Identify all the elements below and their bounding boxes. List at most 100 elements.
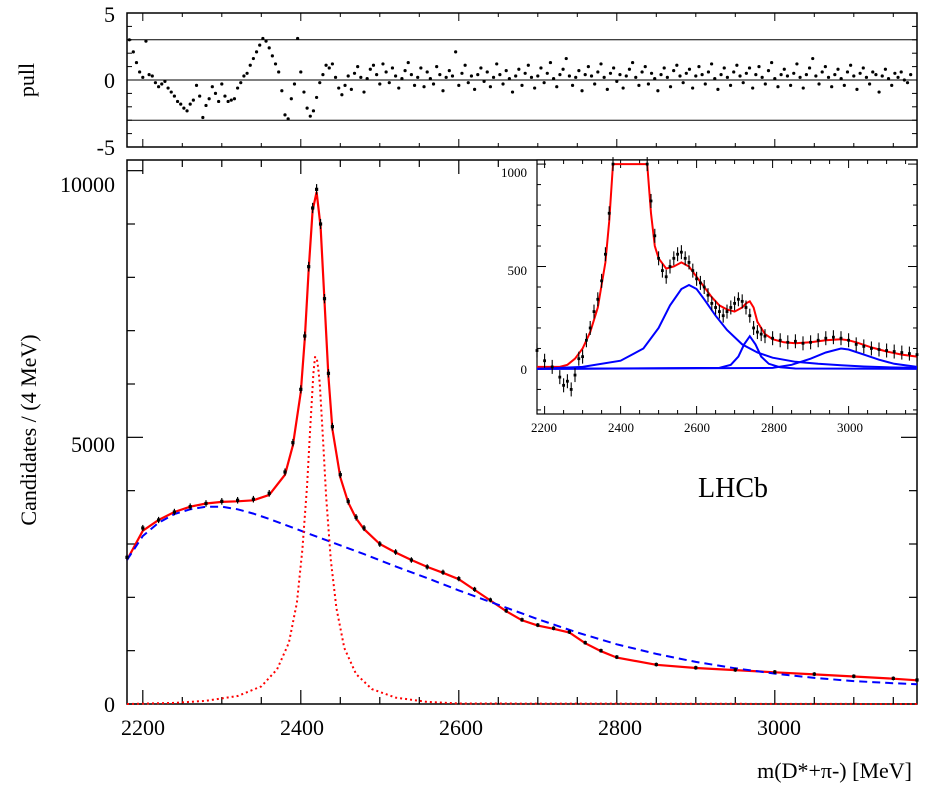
main-point-23 [354, 515, 358, 519]
main-data-points [125, 184, 919, 682]
pull-reference-lines [127, 39, 917, 121]
pull-point-71 [352, 71, 357, 75]
main-point-38 [583, 641, 587, 645]
inset-ytick-1000: 1000 [501, 165, 527, 180]
pull-point-51 [289, 97, 293, 101]
pull-point-203 [770, 60, 774, 65]
pull-point-26 [210, 85, 214, 89]
pull-point-16 [179, 102, 183, 106]
inset-point-41 [733, 301, 736, 305]
pull-point-151 [605, 87, 609, 91]
pull-point-240 [886, 77, 891, 81]
pull-point-215 [807, 66, 812, 70]
main-xtick-2600: 2600 [439, 715, 483, 740]
pull-point-188 [722, 66, 726, 70]
pull-point-121 [510, 90, 515, 94]
pull-point-207 [782, 67, 786, 71]
pull-point-34 [236, 86, 240, 90]
main-point-4 [188, 505, 192, 509]
pull-point-175 [681, 81, 685, 85]
pull-point-139 [567, 74, 572, 78]
pull-point-103 [454, 50, 458, 54]
inset-point-51 [778, 338, 782, 342]
pull-point-166 [653, 77, 657, 81]
inset-point-59 [839, 336, 843, 340]
pull-point-116 [495, 62, 499, 66]
pull-point-179 [694, 74, 698, 78]
pull-point-183 [706, 70, 711, 74]
main-point-21 [338, 473, 342, 477]
pull-point-96 [431, 82, 436, 86]
main-point-3 [172, 510, 176, 514]
pull-point-80 [381, 62, 385, 66]
pull-point-97 [435, 65, 439, 69]
pull-point-55 [302, 90, 306, 94]
inset-data-points [535, 157, 919, 397]
pull-point-204 [773, 77, 777, 81]
pull-point-89 [409, 73, 413, 77]
pull-point-158 [627, 67, 632, 71]
inset-xtick-3000: 3000 [837, 420, 863, 435]
pull-point-134 [552, 77, 556, 81]
pull-point-100 [444, 75, 448, 79]
main-point-13 [303, 334, 307, 338]
pull-point-53 [296, 36, 300, 41]
inset-point-16 [607, 211, 611, 215]
pull-point-99 [441, 89, 445, 93]
pull-point-52 [292, 82, 297, 86]
pull-point-137 [561, 67, 565, 71]
pull-point-20 [191, 98, 195, 102]
pull-point-208 [785, 74, 790, 78]
main-point-19 [326, 371, 331, 375]
pull-point-21 [194, 83, 199, 87]
main-point-28 [425, 565, 429, 569]
pull-point-79 [378, 82, 382, 86]
inset-point-25 [672, 256, 676, 260]
pull-point-161 [637, 83, 641, 87]
pull-point-119 [504, 69, 508, 73]
pull-point-107 [466, 81, 470, 85]
main-point-33 [504, 609, 508, 613]
pull-point-30 [223, 94, 227, 98]
inset-point-34 [706, 293, 710, 297]
pull-point-27 [213, 91, 218, 95]
pull-point-163 [643, 65, 647, 69]
pull-point-164 [646, 82, 651, 86]
main-point-25 [378, 542, 382, 546]
pull-point-147 [593, 82, 597, 86]
pull-point-201 [763, 82, 767, 86]
pull-point-144 [583, 73, 587, 77]
pull-point-153 [612, 66, 616, 70]
pull-point-72 [356, 65, 360, 69]
inset-point-40 [729, 306, 733, 309]
pull-point-186 [716, 87, 720, 91]
main-point-20 [330, 425, 334, 429]
inset-point-1 [543, 359, 546, 363]
inset-point-2 [550, 365, 554, 369]
pull-point-131 [542, 81, 546, 85]
pull-point-172 [672, 69, 676, 73]
pull-ylabel: pull [14, 63, 39, 97]
pull-point-25 [207, 97, 211, 101]
pull-point-206 [779, 73, 783, 77]
inset-point-35 [710, 301, 714, 305]
pull-point-24 [204, 103, 208, 108]
pull-ytick-0: 0 [104, 68, 115, 93]
pull-point-2 [134, 60, 139, 65]
pull-point-187 [719, 73, 723, 77]
inset-point-13 [596, 297, 600, 301]
pull-point-235 [871, 70, 875, 74]
pull-point-241 [890, 83, 894, 87]
inset-point-58 [832, 335, 835, 339]
pull-point-94 [425, 70, 429, 74]
main-point-26 [394, 550, 398, 554]
main-point-41 [654, 662, 658, 667]
pull-point-244 [899, 70, 903, 74]
inset-point-26 [676, 252, 679, 256]
inset-point-17 [611, 162, 615, 166]
inset-point-20 [653, 234, 657, 238]
pull-point-18 [185, 109, 189, 113]
pull-point-191 [732, 70, 736, 74]
inset-point-68 [908, 352, 911, 355]
